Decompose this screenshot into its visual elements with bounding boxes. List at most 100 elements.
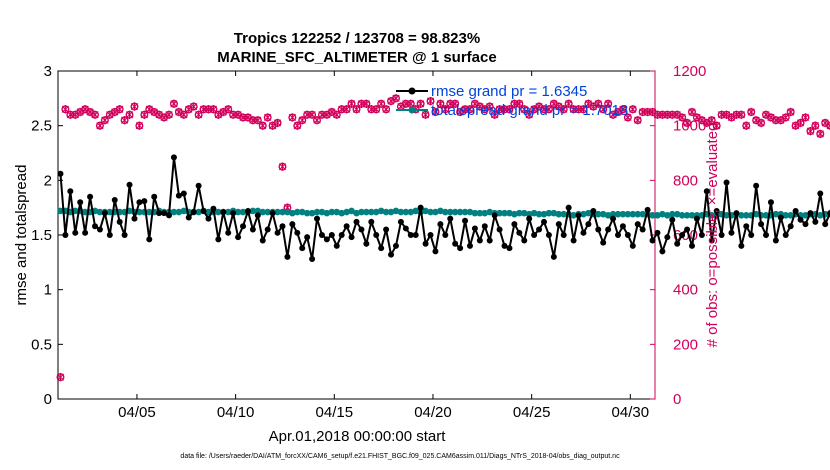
obs-point	[165, 110, 174, 119]
obs-point	[796, 118, 805, 128]
totalspread-point	[560, 210, 568, 218]
totalspread-point	[678, 212, 686, 219]
rmse-point	[570, 237, 577, 244]
obs-point	[278, 162, 287, 171]
rmse-point	[121, 232, 128, 238]
y-tick-left-label: 2	[44, 172, 52, 189]
rmse-point	[402, 225, 409, 232]
rmse-point	[254, 212, 261, 219]
rmse-point	[141, 198, 148, 205]
rmse-point	[422, 240, 429, 247]
rmse-point	[304, 234, 311, 241]
totalspread-point	[673, 210, 681, 218]
totalspread-point	[787, 212, 794, 219]
rmse-point	[506, 245, 513, 252]
y-tick-right-label: 800	[673, 172, 698, 189]
rmse-point	[333, 242, 340, 249]
totalspread-point	[723, 212, 730, 219]
obs-point	[135, 121, 144, 130]
obs-point	[130, 102, 139, 111]
totalspread-point	[407, 208, 415, 216]
totalspread-point	[516, 209, 523, 217]
rmse-point	[235, 234, 242, 241]
rmse-point	[151, 193, 158, 200]
totalspread-point	[106, 208, 114, 216]
rmse-point	[565, 204, 572, 211]
rmse-point	[649, 237, 656, 244]
rmse-point	[575, 212, 582, 219]
rmse-point	[77, 199, 84, 206]
obs-point	[786, 107, 795, 117]
rmse-point	[323, 236, 330, 243]
y-axis-right-label: # of obs: o=possible; ×=evaluated	[704, 123, 721, 348]
obs-point	[91, 110, 100, 119]
rmse-point	[363, 240, 370, 247]
y-tick-right-label: 400	[673, 282, 698, 299]
rmse-point	[629, 242, 636, 249]
rmse-point	[358, 226, 365, 233]
totalspread-point	[96, 208, 104, 216]
rmse-point	[812, 218, 819, 225]
obs-point	[712, 121, 721, 130]
rmse-point	[550, 253, 557, 260]
rmse-point	[817, 190, 824, 197]
rmse-point	[610, 215, 617, 222]
rmse-point	[87, 193, 94, 200]
obs-point	[747, 107, 756, 117]
rmse-point	[580, 229, 587, 236]
obs-point	[811, 121, 820, 130]
obs-count-series	[56, 94, 830, 382]
obs-point	[263, 113, 272, 122]
rmse-point	[767, 199, 774, 206]
totalspread-point	[333, 208, 341, 216]
rmse-point	[782, 232, 789, 238]
rmse-point	[200, 207, 207, 214]
totalspread-point	[802, 212, 809, 219]
rmse-point	[540, 218, 547, 225]
rmse-point	[802, 221, 809, 228]
rmse-point	[166, 212, 173, 219]
rmse-point	[368, 218, 375, 225]
totalspread-point	[738, 212, 745, 219]
totalspread-point	[313, 208, 321, 216]
totalspread-point	[175, 208, 183, 216]
rmse-point	[314, 215, 321, 222]
totalspread-point	[264, 208, 271, 216]
rmse-point	[728, 229, 735, 236]
rmse-point	[738, 242, 745, 249]
rmse-point	[713, 207, 720, 214]
totalspread-point	[511, 210, 518, 218]
rmse-point	[807, 210, 814, 217]
rmse-point	[328, 232, 335, 238]
rmse-point	[249, 226, 256, 233]
totalspread-point	[224, 208, 232, 216]
totalspread-point	[303, 209, 311, 217]
obs-point	[816, 129, 825, 139]
chart-title-line1: Tropics 122252 / 123708 = 98.823%	[234, 30, 480, 47]
rmse-point	[72, 229, 79, 236]
totalspread-point	[742, 212, 750, 219]
rmse-point	[131, 215, 138, 222]
rmse-point	[294, 229, 301, 236]
rmse-point	[383, 226, 390, 233]
totalspread-point	[318, 208, 326, 216]
obs-point	[382, 105, 391, 114]
totalspread-point	[259, 208, 267, 216]
obs-point	[352, 105, 361, 114]
obs-point	[801, 113, 810, 122]
rmse-point	[378, 245, 385, 252]
rmse-point	[240, 223, 247, 230]
obs-point	[431, 107, 440, 117]
obs-point	[189, 102, 198, 111]
rmse-point	[659, 248, 666, 255]
obs-point	[169, 99, 178, 108]
totalspread-point	[520, 209, 528, 217]
rmse-point	[427, 232, 434, 238]
rmse-point	[215, 236, 222, 243]
totalspread-point	[639, 210, 646, 218]
rmse-point	[471, 225, 478, 232]
rmse-point	[318, 232, 325, 238]
totalspread-point	[397, 208, 405, 216]
totalspread-point	[654, 212, 661, 219]
